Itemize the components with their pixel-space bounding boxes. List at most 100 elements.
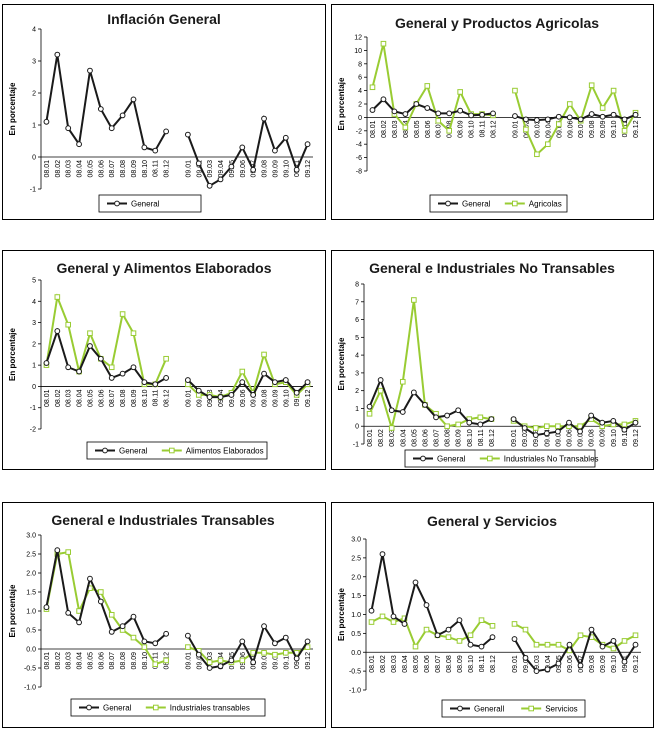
x-tick-label: 08.05 (87, 160, 94, 178)
y-tick-label: 1.5 (351, 593, 361, 600)
data-point-comparison (533, 641, 540, 648)
data-point-comparison (141, 644, 148, 650)
data-point-comparison (532, 425, 539, 431)
data-point-general (163, 375, 170, 381)
y-tick-label: -1 (30, 405, 36, 412)
data-point-general (152, 147, 159, 154)
x-tick-label: 08.09 (131, 160, 138, 178)
data-point-general (599, 419, 606, 426)
data-point-general (239, 144, 246, 151)
x-tick-label: 09.08 (589, 120, 596, 138)
legend-label: Servicios (545, 705, 577, 714)
data-point-general (478, 643, 485, 650)
x-tick-label: 08.07 (435, 655, 442, 673)
x-tick-label: 09.10 (611, 120, 618, 138)
x-tick-label: 09.01 (511, 429, 518, 447)
data-point-comparison (65, 321, 72, 328)
data-point-comparison (523, 126, 529, 133)
x-tick-label: 08.02 (55, 160, 62, 178)
x-tick-label: 09.05 (556, 120, 563, 138)
legend-marker (445, 200, 451, 207)
data-point-general (380, 96, 387, 103)
data-point-general (250, 659, 257, 666)
data-point-general (577, 428, 583, 435)
x-tick-label: 08.02 (380, 655, 387, 673)
data-point-general (250, 392, 257, 398)
x-tick-label: 08.04 (77, 652, 84, 670)
x-tick-label: 08.12 (489, 429, 496, 447)
data-point-comparison (534, 151, 540, 158)
data-point-general (141, 638, 148, 645)
x-tick-label: 08.06 (98, 652, 105, 670)
x-tick-label: 09.08 (589, 429, 596, 447)
data-point-comparison (390, 619, 397, 625)
y-tick-label: 3.0 (351, 537, 361, 544)
data-point-comparison (556, 121, 562, 127)
data-point-general (87, 343, 93, 349)
legend-marker (528, 705, 534, 712)
x-tick-label: 08.09 (457, 655, 464, 673)
data-point-comparison (206, 659, 213, 666)
legend-marker (102, 447, 108, 454)
data-point-general (588, 412, 595, 419)
data-point-general (510, 416, 517, 423)
x-tick-label: 08.02 (55, 652, 62, 670)
data-point-general (366, 403, 373, 410)
x-tick-label: 09.01 (512, 655, 519, 673)
data-point-comparison (261, 351, 267, 358)
data-point-general (239, 638, 246, 645)
y-tick-label: 0 (355, 424, 359, 431)
y-axis-title: En porcentaje (337, 337, 346, 390)
data-point-general (54, 328, 61, 334)
x-tick-label: 08.03 (66, 160, 73, 178)
x-tick-label: 09.12 (633, 429, 640, 447)
data-point-general (261, 623, 267, 630)
data-point-general (456, 617, 463, 624)
data-point-general (522, 655, 529, 661)
x-tick-label: 08.11 (479, 655, 486, 672)
x-tick-label: 09.04 (545, 120, 552, 138)
data-point-general (424, 105, 431, 111)
data-point-general (588, 626, 595, 633)
data-point-general (184, 377, 191, 383)
chart-panel-general-y-agricolas: General y Productos Agricolas -8 -6 -4 -2 0 2 4… (331, 4, 654, 220)
x-tick-label: 09.12 (305, 160, 312, 178)
y-tick-label: 0 (32, 384, 36, 391)
data-point-general (65, 364, 72, 371)
data-point-general (54, 51, 61, 58)
data-point-general (195, 387, 202, 394)
x-tick-label: 08.06 (424, 655, 431, 673)
chart-panel-general-y-servicios: General y Servicios -1.0 -0.5 0.0 0.5 1.0 1.5 2… (331, 502, 654, 728)
y-axis-title: En porcentaje (337, 588, 346, 641)
data-point-general (479, 111, 485, 118)
chart-title: General y Servicios (427, 513, 557, 529)
data-point-comparison (566, 101, 573, 107)
data-point-comparison (412, 643, 419, 650)
x-tick-label: 09.04 (218, 160, 225, 178)
legend-marker (487, 455, 493, 462)
data-point-comparison (544, 423, 550, 430)
y-tick-label: 2 (32, 91, 36, 98)
y-tick-label: 12 (354, 35, 362, 42)
x-tick-label: 08.07 (109, 389, 116, 407)
x-tick-label: 08.09 (131, 389, 138, 407)
data-point-comparison (544, 641, 551, 648)
data-point-general (455, 407, 462, 414)
x-tick-label: 08.10 (469, 120, 476, 138)
x-tick-label: 09.12 (305, 389, 312, 407)
data-point-general (119, 112, 126, 119)
x-tick-label: 09.08 (262, 389, 269, 407)
data-point-comparison (435, 117, 442, 124)
data-point-general (466, 419, 473, 426)
x-tick-label: 09.02 (523, 655, 530, 673)
x-tick-label: 09.09 (272, 160, 279, 178)
legend-marker (169, 447, 175, 454)
data-point-general (261, 115, 267, 122)
data-point-comparison (477, 414, 484, 421)
data-point-general (468, 112, 475, 119)
data-point-comparison (163, 355, 169, 362)
data-point-general (272, 147, 278, 154)
data-point-general (141, 144, 148, 151)
x-tick-label: 08.03 (66, 389, 73, 407)
y-tick-label: 2 (355, 388, 359, 395)
